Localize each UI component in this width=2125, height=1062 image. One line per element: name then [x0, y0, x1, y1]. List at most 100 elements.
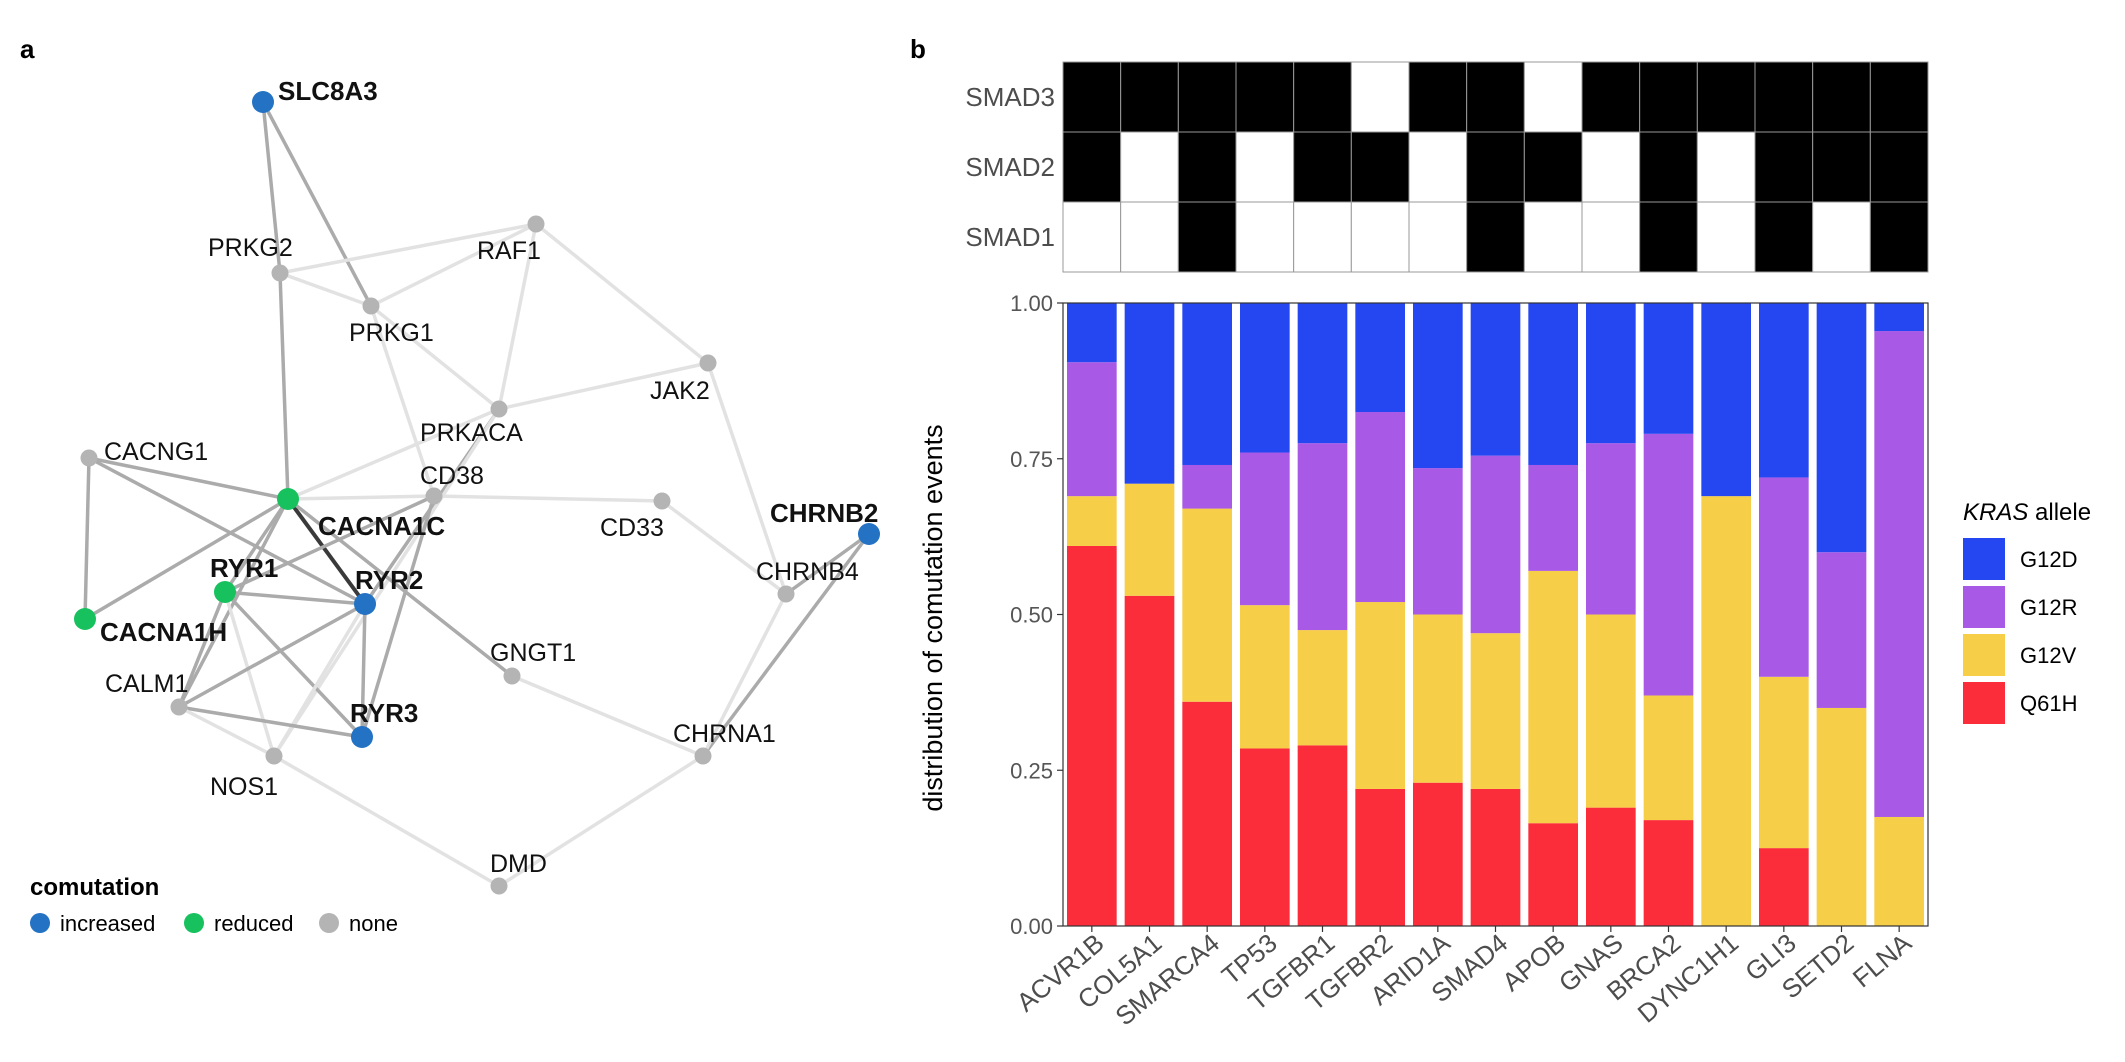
legend-g12v-label: G12V [2020, 643, 2077, 668]
bar-gnas-g12r [1586, 443, 1636, 615]
node-raf1 [527, 215, 545, 233]
network-edge-raf1-jak2 [534, 222, 710, 365]
bar-flna-g12v [1874, 816, 1924, 926]
bar-apob-g12r [1528, 464, 1578, 571]
kras-legend-title: KRAS allele [1963, 499, 2091, 526]
network-edge-gngt1-chrna1 [511, 674, 704, 758]
bar-arid1a-g12d [1413, 303, 1463, 469]
node-prkg2 [271, 264, 289, 282]
node-label-chrnb4: CHRNB4 [756, 558, 859, 586]
bar-acvr1b-g12v [1067, 496, 1117, 546]
heatmap-cell-smad1-gnas [1581, 201, 1641, 273]
heatmap-cell-smad2-smad4 [1466, 131, 1525, 203]
network-edge-cacng1-cacna1c [88, 456, 289, 501]
bar-tp53-g12r [1240, 452, 1290, 606]
kras-allele-legend: KRAS allele G12D G12R G12V Q61H [1963, 499, 2091, 724]
node-cd38 [425, 487, 443, 505]
bar-brca2-g12r [1643, 433, 1694, 696]
y-tick-label: 0.50 [1010, 603, 1053, 628]
heatmap-cell-smad1-arid1a [1408, 201, 1468, 273]
network-edge-prkg2-raf1 [279, 222, 537, 275]
node-ryr2 [354, 593, 376, 615]
node-prkg1 [362, 297, 380, 315]
bar-smarca4-g12v [1182, 508, 1232, 702]
x-tick-label-flna: FLNA [1847, 927, 1918, 993]
bar-tgfbr1-g12v [1297, 630, 1348, 746]
bar-tp53-q61h [1240, 748, 1290, 926]
bar-smad4-q61h [1470, 788, 1521, 926]
node-label-dmd: DMD [490, 850, 547, 878]
bar-tp53-g12d [1240, 303, 1290, 453]
node-slc8a3 [252, 91, 274, 113]
bar-gli3-g12r [1759, 477, 1809, 677]
stacked-bar-chart [1067, 303, 1924, 926]
smad-heatmap: SMAD3 SMAD2 SMAD1 [965, 61, 1929, 273]
node-ryr1 [214, 581, 236, 603]
heatmap-cell-smad2-apob [1523, 131, 1583, 203]
network-edge-raf1-prkaca [497, 223, 538, 410]
y-tick-label: 0.25 [1010, 758, 1053, 783]
network-edge-cacna1c-ryr2 [286, 497, 367, 606]
node-chrnb4 [777, 585, 795, 603]
heatmap-cell-smad1-dync1h1 [1696, 201, 1756, 273]
network-edge-nos1-dmd [273, 754, 500, 888]
heatmap-cell-smad1-flna [1869, 201, 1929, 273]
network-edge-jak2-prkaca [498, 361, 709, 411]
panel-a-label: a [20, 34, 35, 64]
network-edge-chrnb2-chrnb4 [784, 532, 871, 596]
heatmap-cell-smad3-arid1a [1408, 61, 1468, 133]
legend-g12r-label: G12R [2020, 595, 2077, 620]
bar-acvr1b-g12d [1067, 303, 1117, 363]
heatmap-cell-smad3-dync1h1 [1696, 61, 1756, 133]
bar-col5a1-g12d [1124, 303, 1175, 484]
bar-brca2-g12v [1643, 695, 1694, 821]
bar-tp53-g12v [1240, 605, 1290, 749]
heatmap-cell-smad2-dync1h1 [1696, 131, 1756, 203]
heatmap-row-label-smad2: SMAD2 [965, 152, 1055, 182]
node-label-jak2: JAK2 [650, 377, 710, 405]
network-edge-jak2-chrnb4 [706, 362, 788, 595]
node-dmd [490, 877, 508, 895]
heatmap-cell-smad3-gli3 [1754, 61, 1814, 133]
heatmap-row-label-smad3: SMAD3 [965, 82, 1055, 112]
heatmap-cell-smad1-gli3 [1754, 201, 1814, 273]
node-label-prkaca: PRKACA [420, 419, 523, 447]
node-ryr3 [351, 726, 373, 748]
node-label-chrna1: CHRNA1 [673, 720, 776, 748]
network-edge-prkg2-prkg1 [279, 271, 372, 308]
bar-smarca4-g12d [1182, 303, 1232, 465]
network-edge-cacna1c-cacna1h [84, 497, 289, 621]
node-gngt1 [503, 667, 521, 685]
heatmap-cell-smad1-tgfbr1 [1293, 201, 1352, 273]
network-edge-dmd-chrna1 [498, 754, 704, 888]
legend-increased-swatch [30, 913, 50, 933]
legend-none-swatch [319, 913, 339, 933]
node-cacna1h [74, 608, 96, 630]
legend-increased-label: increased [60, 911, 155, 936]
bar-tgfbr1-q61h [1297, 745, 1348, 926]
bar-acvr1b-g12r [1067, 362, 1117, 497]
node-label-calm1: CALM1 [105, 670, 188, 698]
network-edges [83, 101, 871, 888]
bar-setd2-g12v [1816, 707, 1867, 926]
bar-tgfbr2-g12v [1355, 602, 1405, 789]
bar-arid1a-q61h [1413, 782, 1463, 926]
heatmap-cell-smad2-tgfbr2 [1350, 131, 1410, 203]
heatmap-cell-smad3-tgfbr2 [1350, 61, 1410, 133]
network-edge-ryr2-ryr3 [360, 603, 367, 738]
heatmap-cell-smad2-gnas [1581, 131, 1641, 203]
bar-smad4-g12r [1470, 455, 1521, 634]
node-nos1 [265, 747, 283, 765]
network-edge-ryr1-nos1 [223, 591, 276, 757]
node-label-ryr1: RYR1 [210, 553, 278, 583]
legend-reduced-swatch [184, 913, 204, 933]
heatmap-cell-smad3-brca2 [1639, 61, 1698, 133]
bar-smarca4-q61h [1182, 701, 1232, 926]
bar-setd2-g12d [1816, 303, 1867, 553]
comutation-legend: comutation increased reduced none [30, 874, 398, 936]
bar-gli3-g12d [1759, 303, 1809, 478]
node-jak2 [699, 354, 717, 372]
legend-g12d-swatch [1963, 538, 2005, 580]
y-tick-label: 0.00 [1010, 914, 1053, 939]
